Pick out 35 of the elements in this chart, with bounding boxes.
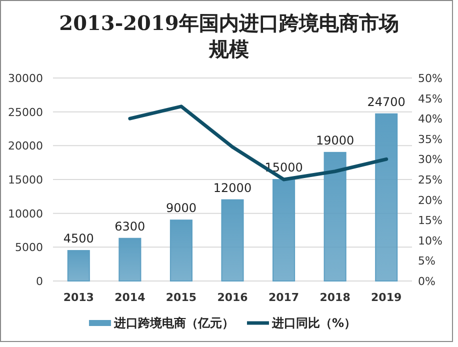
data-label: 19000 xyxy=(316,133,354,148)
y2-tick-label: 30% xyxy=(418,153,442,166)
legend-label: 进口跨境电商（亿元） xyxy=(112,316,234,330)
y2-tick-label: 45% xyxy=(418,92,442,106)
x-tick-label: 2015 xyxy=(166,291,197,304)
y2-tick-label: 20% xyxy=(418,194,442,207)
y-tick-label: 25000 xyxy=(8,106,43,119)
y-tick-label: 20000 xyxy=(8,140,43,153)
x-tick-label: 2016 xyxy=(217,291,248,304)
x-tick-label: 2014 xyxy=(114,291,146,304)
line-series xyxy=(128,104,388,182)
y2-tick-label: 15% xyxy=(418,214,442,228)
x-tick-label: 2013 xyxy=(63,291,94,304)
y-tick-label: 5000 xyxy=(15,241,43,254)
y-tick-label: 0 xyxy=(36,275,43,288)
data-label: 4500 xyxy=(63,232,94,246)
y2-tick-label: 25% xyxy=(418,174,442,186)
y2-tick-label: 40% xyxy=(418,112,442,126)
data-label: 24700 xyxy=(367,94,406,109)
y-tick-label: 15000 xyxy=(8,174,43,186)
data-label: 12000 xyxy=(213,180,252,195)
chart-title: 2013-2019年国内进口跨境电商市场规模 xyxy=(59,11,399,61)
y-tick-label: 30000 xyxy=(8,72,43,85)
x-tick-label: 2017 xyxy=(268,291,300,304)
y2-tick-label: 0% xyxy=(418,275,436,288)
y-tick-label: 10000 xyxy=(8,207,43,220)
y2-tick-label: 10% xyxy=(418,234,442,248)
x-tick-label: 2019 xyxy=(371,291,402,304)
y2-tick-label: 50% xyxy=(418,72,442,85)
x-tick-label: 2018 xyxy=(320,291,350,304)
data-label: 9000 xyxy=(166,201,196,216)
y2-tick-label: 35% xyxy=(418,132,442,146)
legend-label: 进口同比（%） xyxy=(270,316,356,330)
data-label: 6300 xyxy=(114,219,146,234)
y2-tick-label: 5% xyxy=(418,254,436,268)
